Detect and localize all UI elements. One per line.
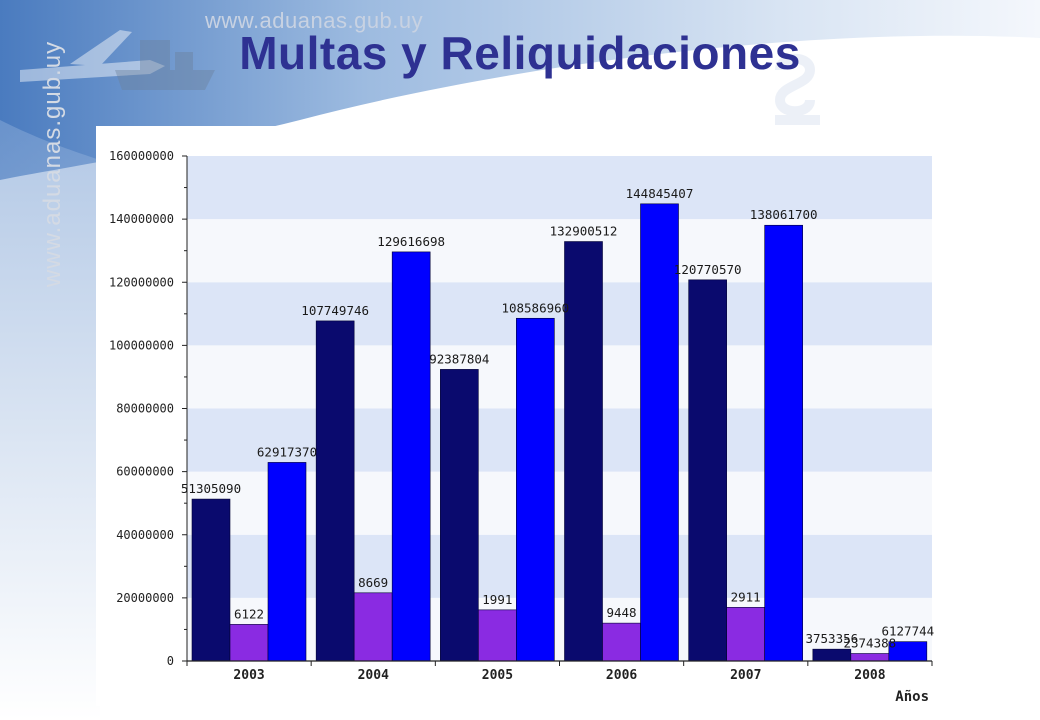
bar-2006-series-1 — [564, 241, 603, 662]
site-watermark: www.aduanas.gub.uy — [205, 8, 424, 33]
bar-2004-series-3 — [391, 251, 431, 662]
data-label: 138061700 — [750, 207, 818, 222]
header-swoosh — [0, 0, 1040, 180]
bar-2007-series-1 — [688, 279, 727, 662]
data-label: 6122 — [234, 606, 264, 621]
y-tick-label: 60000000 — [116, 465, 174, 479]
data-label: 108586960 — [501, 300, 569, 315]
x-axis-title: Años — [895, 689, 929, 705]
x-tick-label: 2006 — [606, 668, 637, 683]
x-tick-label: 2007 — [730, 668, 761, 683]
data-label: 51305090 — [181, 481, 241, 496]
y-tick-label: 40000000 — [116, 528, 174, 542]
bar-2005-series-1 — [440, 369, 479, 662]
bar-2003-series-1 — [191, 498, 231, 662]
x-tick-label: 2003 — [233, 668, 264, 683]
y-tick-label: 20000000 — [116, 591, 174, 605]
bar-2004-series-2 — [353, 592, 393, 662]
grid-band — [187, 219, 932, 283]
grid-bands — [187, 156, 932, 661]
data-label: 144845407 — [626, 186, 694, 201]
bar-2008-series-2 — [850, 653, 890, 662]
data-label: 1991 — [482, 592, 512, 607]
bar-2006-series-3 — [640, 203, 679, 662]
x-tick-label: 2004 — [358, 668, 389, 683]
logo-watermark — [774, 53, 820, 125]
bar-2005-series-3 — [516, 317, 555, 662]
data-label: 2374388 — [843, 636, 896, 651]
data-label: 9448 — [606, 605, 636, 620]
data-labels: 51305090 6122 62917370 107749746 8669 1296166… — [181, 186, 934, 651]
y-tick-label: 120000000 — [109, 275, 174, 289]
side-gradient — [0, 120, 100, 720]
data-label: 132900512 — [550, 224, 618, 239]
bar-2003-series-2 — [229, 624, 269, 662]
grid-band — [187, 471, 932, 535]
airplane-icon — [20, 30, 165, 82]
y-axis: 0 20000000 40000000 60000000 80000000 1000000… — [109, 149, 188, 668]
bar-2008-series-1 — [812, 648, 852, 662]
y-tick-label: 160000000 — [109, 149, 174, 163]
data-label: 129616698 — [377, 234, 445, 249]
x-tick-label: 2008 — [854, 668, 885, 683]
grid-band — [187, 345, 932, 409]
page-title: Multas y Reliquidaciones — [239, 27, 801, 79]
y-tick-label: 100000000 — [109, 338, 174, 352]
bar-2004-series-1 — [315, 320, 355, 662]
y-tick-label: 80000000 — [116, 402, 174, 416]
y-tick-label: 0 — [167, 654, 174, 668]
x-tick-label: 2005 — [482, 668, 513, 683]
grid-band — [187, 597, 932, 661]
bars — [191, 203, 928, 662]
data-label: 120770570 — [674, 262, 742, 277]
bar-2006-series-2 — [602, 622, 641, 662]
grid-band — [187, 156, 932, 220]
data-label: 62917370 — [257, 444, 317, 459]
data-label: 8669 — [358, 575, 388, 590]
data-label: 92387804 — [429, 351, 489, 366]
bar-2007-series-3 — [764, 224, 803, 662]
data-label: 3753356 — [805, 631, 858, 646]
data-label: 2911 — [731, 589, 761, 604]
x-axis: 2003 2004 2005 2006 2007 2008 Años — [186, 660, 933, 705]
grid-band — [187, 282, 932, 346]
data-label: 6127744 — [881, 624, 934, 639]
bar-2003-series-3 — [267, 462, 307, 662]
data-label: 107749746 — [301, 303, 369, 318]
grid-band — [187, 408, 932, 472]
grid-band — [187, 534, 932, 598]
ship-icon — [115, 40, 215, 90]
y-tick-label: 140000000 — [109, 212, 174, 226]
bar-2007-series-2 — [726, 607, 765, 662]
bar-2005-series-2 — [478, 609, 517, 662]
